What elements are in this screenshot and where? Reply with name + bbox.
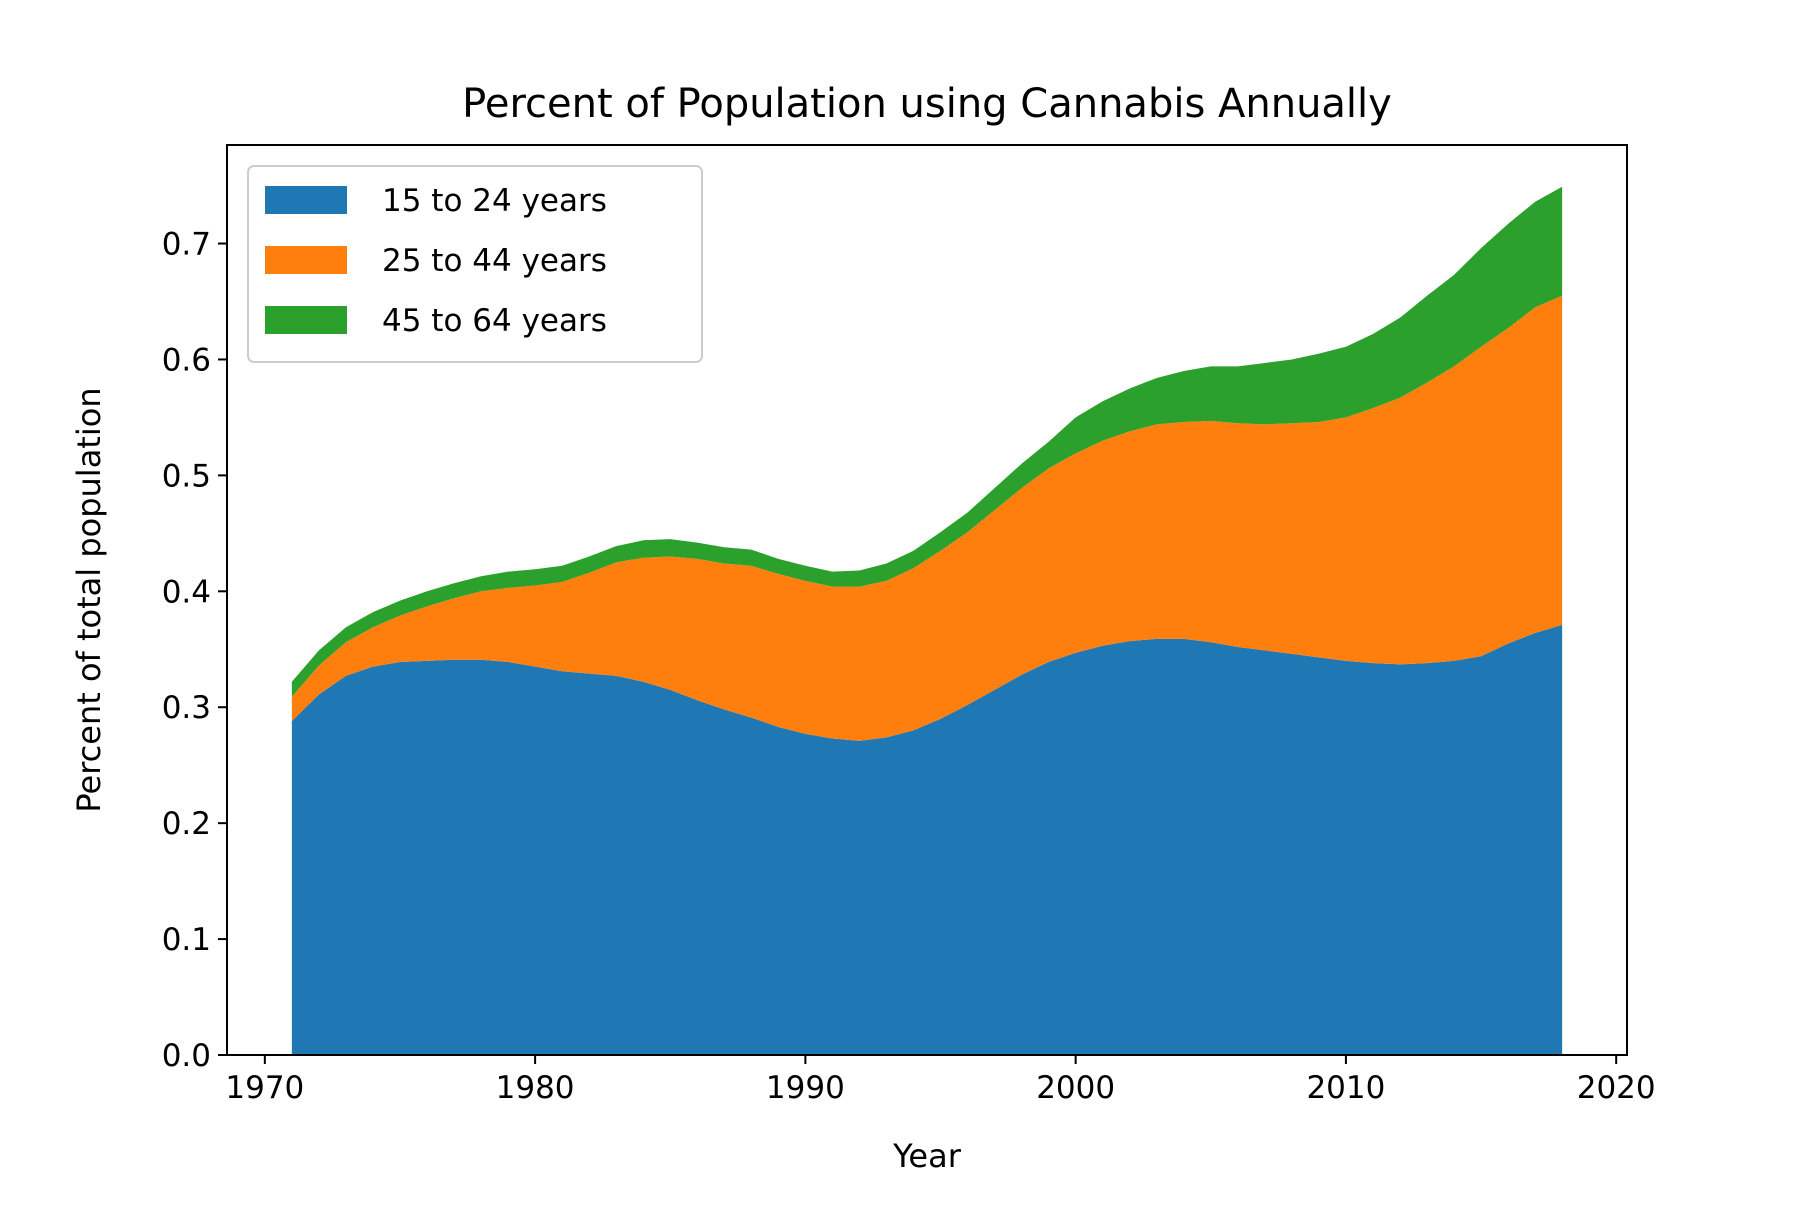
x-tick-label: 1980: [496, 1070, 575, 1106]
y-tick-label: 0.3: [162, 690, 211, 726]
y-tick-label: 0.2: [162, 806, 211, 842]
y-axis-ticks: 0.0 0.1 0.2 0.3 0.4 0.5 0.6 0.7: [162, 227, 227, 1074]
y-tick-label: 0.5: [162, 458, 211, 494]
area-series-group: [291, 186, 1563, 1055]
legend-swatch: [265, 246, 347, 274]
y-tick-label: 0.0: [162, 1038, 211, 1074]
plot-frame: [226, 144, 1628, 1056]
y-tick-label: 0.7: [162, 227, 211, 263]
legend: 15 to 24 years 25 to 44 years 45 to 64 yea…: [247, 165, 703, 363]
x-tick-label: 1970: [225, 1070, 304, 1106]
x-tick-label: 2010: [1306, 1070, 1385, 1106]
y-tick-label: 0.1: [162, 922, 211, 958]
area-series-2: [291, 295, 1563, 741]
legend-swatch: [265, 186, 347, 214]
x-axis-label: Year: [892, 1137, 962, 1175]
x-tick-label: 2000: [1036, 1070, 1115, 1106]
y-axis-label: Percent of total population: [70, 387, 108, 812]
chart-title: Percent of Population using Cannabis Ann…: [462, 81, 1392, 127]
legend-frame: [247, 165, 703, 363]
x-tick-label: 2020: [1577, 1070, 1656, 1106]
y-tick-label: 0.4: [162, 574, 211, 610]
legend-label: 15 to 24 years: [382, 183, 607, 219]
x-tick-label: 1990: [766, 1070, 845, 1106]
area-series-1: [291, 624, 1563, 1055]
x-axis-ticks: 1970 1980 1990 2000 2010 2020: [225, 1055, 1656, 1106]
y-tick-label: 0.6: [162, 342, 211, 378]
legend-label: 25 to 44 years: [382, 243, 607, 279]
legend-label: 45 to 64 years: [382, 303, 607, 339]
legend-swatch: [265, 306, 347, 334]
